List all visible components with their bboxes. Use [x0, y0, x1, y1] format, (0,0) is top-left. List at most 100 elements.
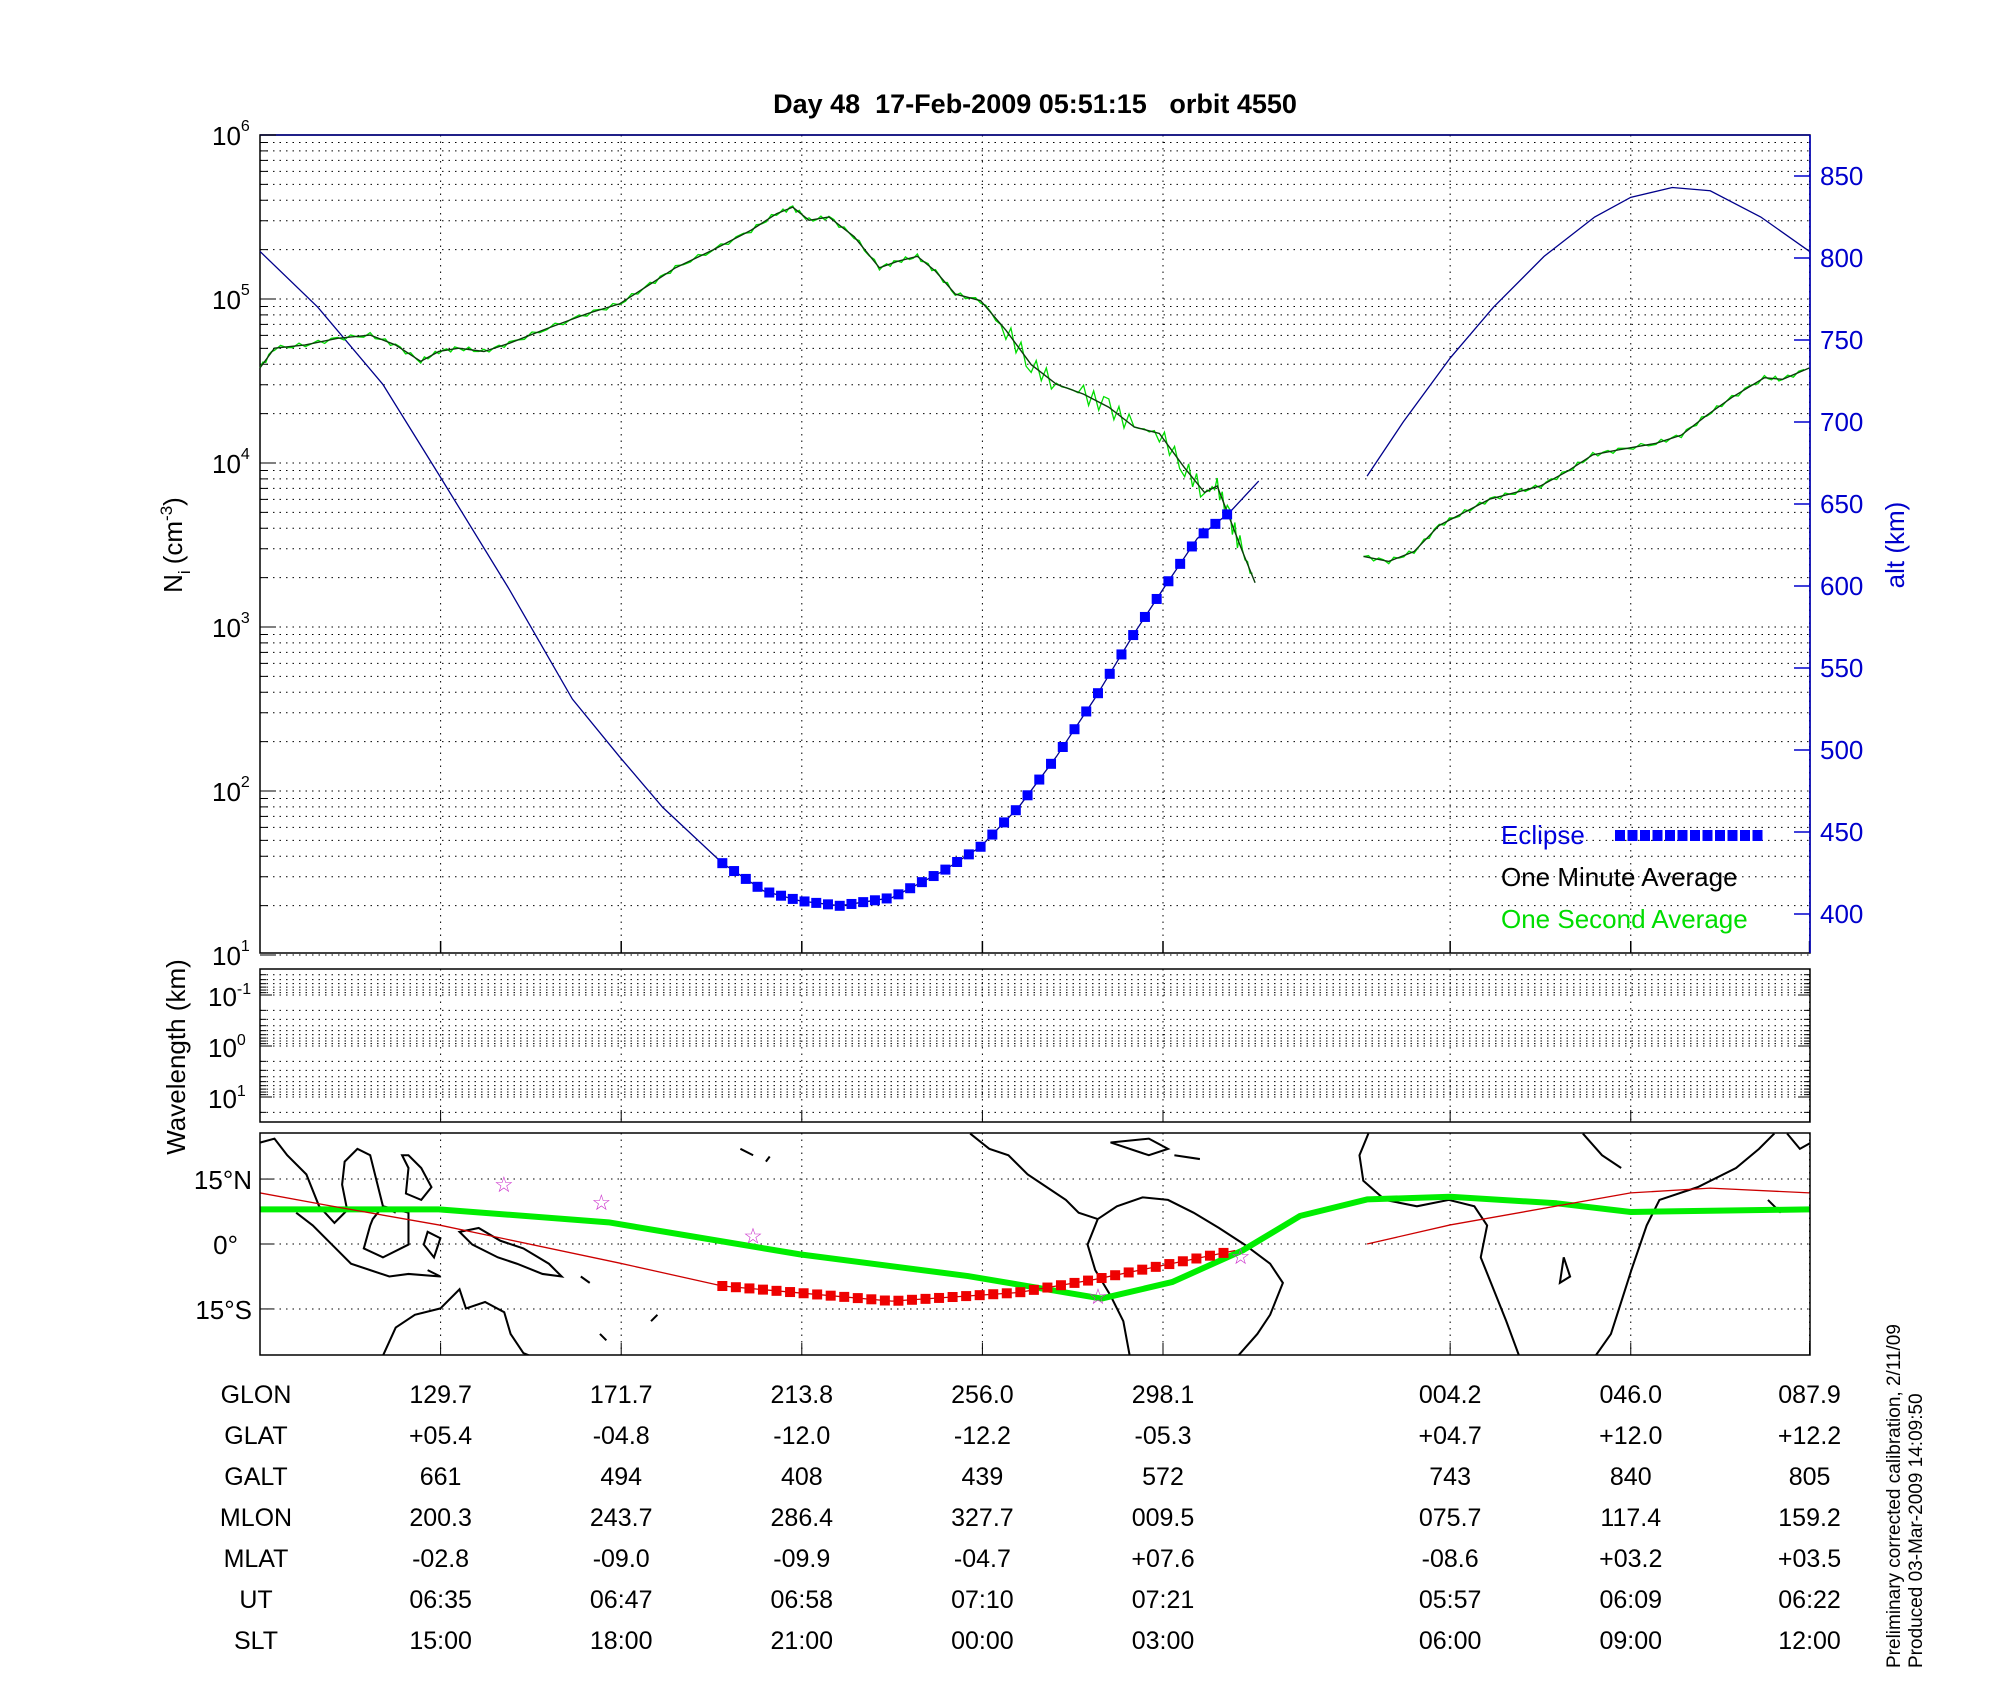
table-cell: 661 — [420, 1463, 462, 1491]
map-series: ☆ ☆ ☆ ☆ ☆ — [260, 1172, 1810, 1309]
table-cell: 09:00 — [1599, 1627, 1662, 1655]
table-cell: 200.3 — [409, 1504, 472, 1532]
eclipse-marker — [1128, 630, 1139, 641]
table-cell: 327.7 — [951, 1504, 1014, 1532]
map-grid — [260, 1133, 1811, 1355]
map-panel-frame — [259, 1132, 1811, 1356]
legend-eclipse-square — [1715, 830, 1725, 841]
table-cell: 408 — [781, 1463, 823, 1491]
eclipse-footprint-marker — [961, 1291, 972, 1302]
eclipse-marker — [905, 883, 916, 894]
table-cell: 06:00 — [1419, 1627, 1482, 1655]
legend-one-second: One Second Average — [1501, 904, 1748, 934]
green-track-line — [260, 1193, 1810, 1302]
table-cell: 129.7 — [409, 1381, 472, 1409]
table-row-label: GLON — [221, 1381, 292, 1409]
table-cell: 15:00 — [409, 1627, 472, 1655]
legend-eclipse-square — [1652, 830, 1663, 841]
table-cell: 159.2 — [1778, 1504, 1841, 1532]
eclipse-marker — [1022, 790, 1033, 801]
table-cell: 05:57 — [1419, 1586, 1482, 1614]
altitude-line — [259, 250, 1260, 907]
ni-tick-exponent: 6 — [241, 118, 250, 135]
footer-produced: Produced 03-Mar-2009 14:09:50 — [1906, 1393, 1927, 1668]
eclipse-footprint-marker — [1123, 1267, 1134, 1278]
table-row-label: UT — [239, 1586, 272, 1614]
one-second-average-line — [1363, 368, 1805, 565]
eclipse-footprint-marker — [852, 1293, 863, 1304]
ni-label-n: N — [158, 574, 188, 593]
table-cell: -08.6 — [1422, 1545, 1479, 1573]
alt-tick-label: 800 — [1820, 243, 1863, 273]
table-cell: 06:22 — [1778, 1586, 1841, 1614]
alt-tick-label: 450 — [1820, 817, 1863, 847]
table-cell: 009.5 — [1132, 1504, 1195, 1532]
eclipse-marker — [1222, 509, 1233, 520]
eclipse-marker — [717, 858, 728, 869]
coast-australia — [382, 1287, 531, 1355]
eclipse-marker — [858, 897, 869, 908]
eclipse-footprint-marker — [1191, 1253, 1202, 1264]
table-cell: 06:47 — [590, 1586, 653, 1614]
lat-tick-15s: 15°S — [195, 1295, 252, 1325]
eclipse-footprint-marker — [1015, 1287, 1026, 1298]
alt-tick-label: 850 — [1820, 161, 1863, 191]
legend-eclipse-square — [1665, 830, 1675, 841]
alt-tick-label: 700 — [1820, 407, 1863, 437]
star-icon: ☆ — [1088, 1284, 1108, 1309]
table-cell: 004.2 — [1419, 1381, 1482, 1409]
table-row-label: MLON — [220, 1504, 292, 1532]
wavelength-ticks: 10-1 100 101 — [208, 981, 251, 1114]
table-cell: 06:09 — [1599, 1586, 1662, 1614]
eclipse-marker — [987, 829, 998, 840]
ni-tick-exponent: 2 — [241, 774, 250, 791]
eclipse-footprint-marker — [771, 1285, 782, 1296]
table-cell: -12.2 — [954, 1422, 1011, 1450]
table-cell: -12.0 — [773, 1422, 830, 1450]
ni-tick-label: 103 — [212, 610, 250, 643]
table-cell: 805 — [1789, 1463, 1831, 1491]
eclipse-marker — [1010, 805, 1021, 816]
alt-tick-label: 600 — [1820, 571, 1863, 601]
legend-eclipse-square — [1752, 830, 1763, 841]
ni-tick-exponent: 3 — [241, 610, 250, 627]
eclipse-marker — [799, 896, 810, 907]
star-icon: ☆ — [494, 1172, 514, 1197]
table-cell: -04.8 — [593, 1422, 650, 1450]
eclipse-footprint-marker — [1028, 1284, 1039, 1295]
alt-axis-label: alt (km) — [1880, 502, 1910, 589]
table-cell: +12.2 — [1778, 1422, 1841, 1450]
alt-tick-label: 750 — [1820, 325, 1863, 355]
eclipse-footprint-marker — [825, 1290, 836, 1301]
eclipse-marker — [787, 893, 798, 904]
legend-eclipse: Eclipse — [1501, 820, 1585, 850]
table-cell: +07.6 — [1131, 1545, 1194, 1573]
wavelength-grid — [260, 969, 1811, 1122]
eclipse-marker — [869, 895, 880, 906]
eclipse-footprint-marker — [947, 1292, 958, 1303]
ni-axis-ticks: 101 102 103 104 105 106 — [212, 118, 276, 971]
alt-tick-label: 500 — [1820, 735, 1863, 765]
table-cell: 21:00 — [771, 1627, 834, 1655]
footprint-line — [1366, 1187, 1810, 1245]
eclipse-marker — [916, 877, 927, 888]
eclipse-footprint-marker — [730, 1282, 741, 1293]
ni-tick-label: 104 — [212, 446, 250, 479]
one-minute-average-line — [1363, 367, 1810, 563]
eclipse-marker — [928, 871, 939, 882]
table-cell: 286.4 — [771, 1504, 834, 1532]
table-cell: 00:00 — [951, 1627, 1014, 1655]
alt-tick-label: 550 — [1820, 653, 1863, 683]
eclipse-footprint-marker — [1096, 1273, 1107, 1284]
eclipse-footprint-marker — [785, 1287, 796, 1298]
wavelength-axis-label: Wavelength (km) — [161, 959, 191, 1155]
lat-tick-15n: 15°N — [194, 1165, 252, 1195]
table-cell: 075.7 — [1419, 1504, 1482, 1532]
table-cell: 117.4 — [1600, 1504, 1661, 1532]
table-cell: +04.7 — [1419, 1422, 1482, 1450]
table-cell: 07:21 — [1132, 1586, 1195, 1614]
eclipse-marker — [963, 849, 974, 860]
eclipse-footprint-marker — [1110, 1270, 1121, 1281]
table-cell: 18:00 — [590, 1627, 653, 1655]
eclipse-footprint-marker — [1069, 1277, 1080, 1288]
